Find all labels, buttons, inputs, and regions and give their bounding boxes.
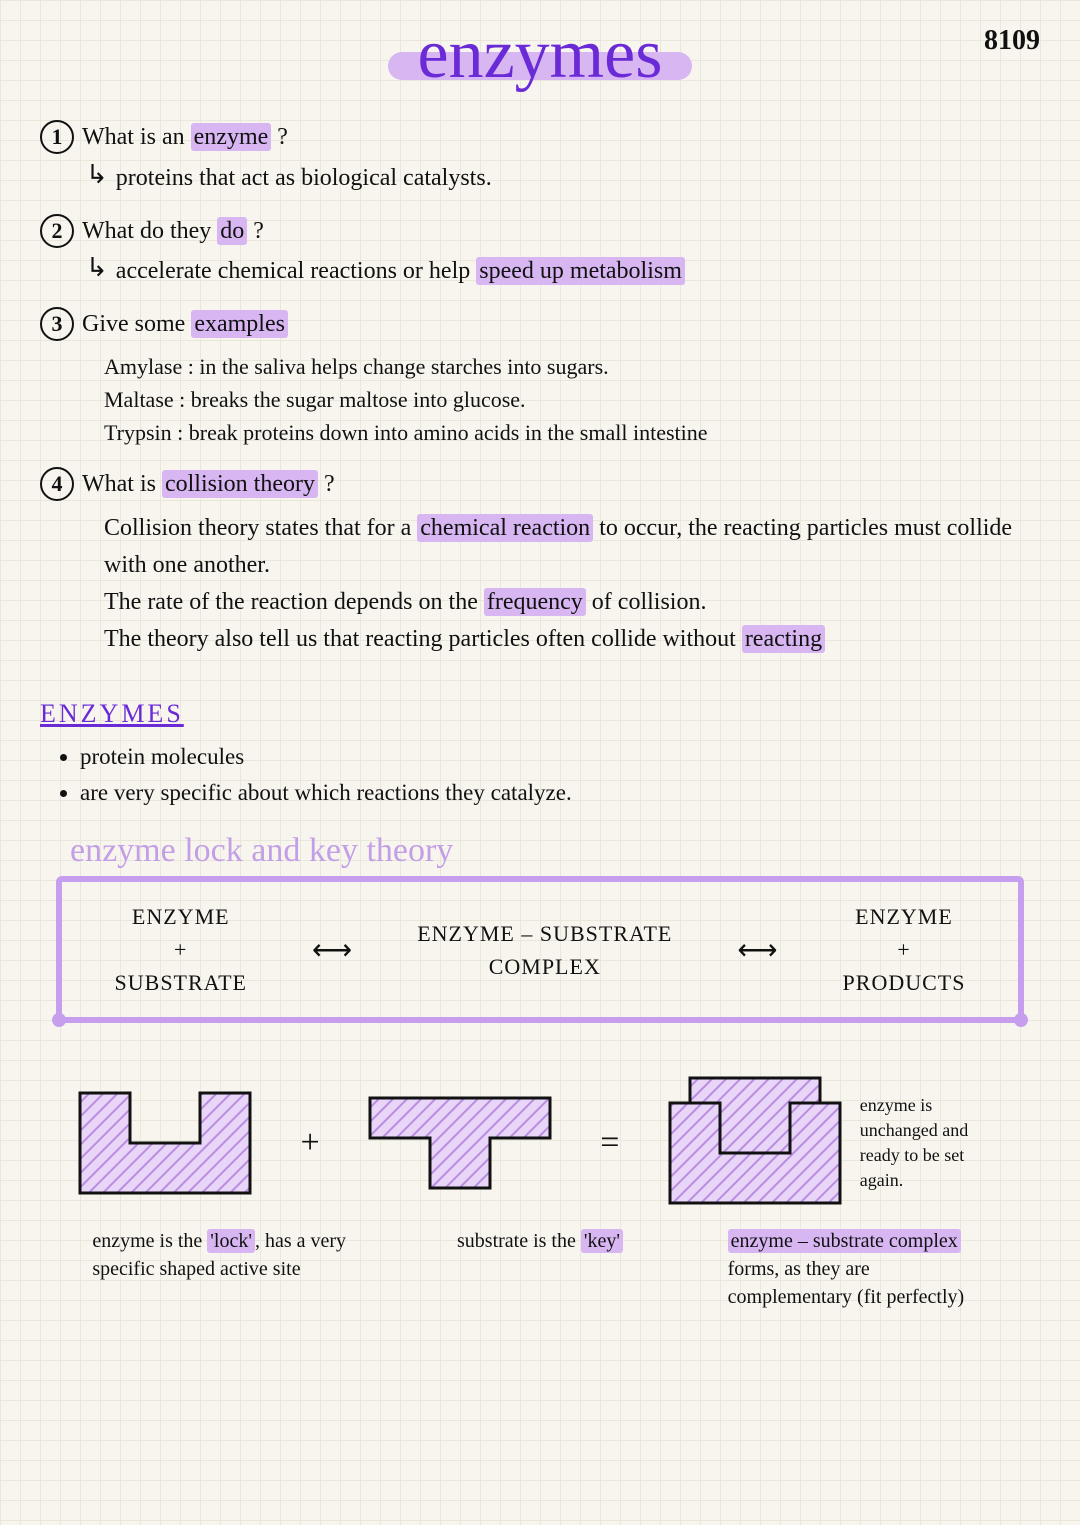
p2a: The rate of the reaction depends on the <box>104 589 484 615</box>
question-3: 3 Give some examples <box>40 307 1040 342</box>
q4-number: 4 <box>40 467 74 501</box>
section-head: ENZYMES <box>40 699 1040 729</box>
q1-post: ? <box>271 124 288 150</box>
a2-hl: speed up metabolism <box>476 257 685 285</box>
title-wrap: enzymes <box>40 20 1040 90</box>
q2-post: ? <box>247 218 264 244</box>
enzyme-shape <box>70 1083 260 1203</box>
box-col-3: ENZYME + PRODUCTS <box>843 900 966 999</box>
q3-number: 3 <box>40 307 74 341</box>
p3a: The theory also tell us that reacting pa… <box>104 626 742 652</box>
q2-text: What do they do ? <box>82 214 264 249</box>
q4-post: ? <box>318 471 335 497</box>
box-col-1: ENZYME + SUBSTRATE <box>115 900 247 999</box>
p2b: frequency <box>484 588 586 616</box>
a2-pre: accelerate chemical reactions or help <box>116 258 476 284</box>
question-4: 4 What is collision theory ? <box>40 467 1040 502</box>
q2-pre: What do they <box>82 218 217 244</box>
q4-pre: What is <box>82 471 162 497</box>
arrow-icon: ⟷ <box>737 933 777 967</box>
lock-pre: enzyme is the <box>92 1230 207 1252</box>
substrate-shape <box>360 1088 560 1198</box>
answer-2: ↳ accelerate chemical reactions or help … <box>86 254 1040 289</box>
key-pre: substrate is the <box>457 1230 581 1252</box>
equals-icon: = <box>600 1124 619 1162</box>
complex-hl: enzyme – substrate complex <box>728 1229 961 1253</box>
ex2: Maltase : breaks the sugar maltose into … <box>104 383 1040 416</box>
page-title: enzymes <box>388 20 693 90</box>
diagram-labels: enzyme is the 'lock', has a very specifi… <box>40 1227 1040 1311</box>
diagram-row: + = enzyme is unchanged and ready to be … <box>40 1073 1040 1213</box>
q3-text: Give some examples <box>82 307 288 342</box>
question-2: 2 What do they do ? <box>40 214 1040 249</box>
collision-para: Collision theory states that for a chemi… <box>104 510 1040 659</box>
hook-icon: ↳ <box>86 252 108 289</box>
question-1: 1 What is an enzyme ? <box>40 120 1040 155</box>
key-hl: 'key' <box>581 1229 623 1253</box>
p2c: of collision. <box>586 589 707 615</box>
a2-text: accelerate chemical reactions or help sp… <box>116 254 685 289</box>
complex-shape: enzyme is unchanged and ready to be set … <box>660 1073 1010 1213</box>
a1-text: proteins that act as biological catalyst… <box>116 161 492 196</box>
p3b: reacting <box>742 625 825 653</box>
q4-text: What is collision theory ? <box>82 467 335 502</box>
complex-label: enzyme – substrate complex forms, as the… <box>728 1227 988 1311</box>
q3-pre: Give some <box>82 311 191 337</box>
lock-label: enzyme is the 'lock', has a very specifi… <box>92 1227 352 1311</box>
p1a: Collision theory states that for a <box>104 515 417 541</box>
answer-1: ↳ proteins that act as biological cataly… <box>86 161 1040 196</box>
bullet-2: are very specific about which reactions … <box>80 775 1040 812</box>
q1-text: What is an enzyme ? <box>82 120 288 155</box>
side-label: enzyme is unchanged and ready to be set … <box>860 1093 1010 1194</box>
complex-post: forms, as they are complementary (fit pe… <box>728 1258 965 1308</box>
q2-number: 2 <box>40 214 74 248</box>
q1-pre: What is an <box>82 124 191 150</box>
bullet-1: protein molecules <box>80 739 1040 776</box>
examples-block: Amylase : in the saliva helps change sta… <box>104 350 1040 449</box>
ex3: Trypsin : break proteins down into amino… <box>104 416 1040 449</box>
arrow-icon: ⟷ <box>312 933 352 967</box>
q3-hl: examples <box>191 310 288 338</box>
lock-key-heading: enzyme lock and key theory <box>70 832 1040 870</box>
page-number: 8109 <box>984 25 1040 57</box>
q1-hl: enzyme <box>191 123 272 151</box>
lock-hl: 'lock' <box>207 1229 255 1253</box>
q1-number: 1 <box>40 120 74 154</box>
q4-hl: collision theory <box>162 470 318 498</box>
plus-icon: + <box>300 1124 319 1162</box>
ex1: Amylase : in the saliva helps change sta… <box>104 350 1040 383</box>
box-col-2: ENZYME – SUBSTRATE COMPLEX <box>417 917 672 983</box>
q2-hl: do <box>217 217 247 245</box>
key-label: substrate is the 'key' <box>457 1227 623 1311</box>
p1b: chemical reaction <box>417 514 593 542</box>
bullets-list: protein molecules are very specific abou… <box>60 739 1040 813</box>
hook-icon: ↳ <box>86 159 108 196</box>
reaction-box: ENZYME + SUBSTRATE ⟷ ENZYME – SUBSTRATE … <box>56 876 1024 1023</box>
